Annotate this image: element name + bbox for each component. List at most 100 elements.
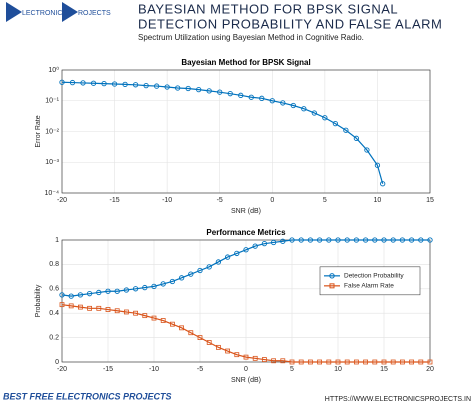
- marker: [243, 247, 249, 253]
- marker: [197, 335, 203, 341]
- x-tick-label: 0: [244, 366, 248, 373]
- marker: [353, 237, 360, 243]
- marker: [418, 237, 424, 243]
- x-axis-label: SNR (dB): [231, 208, 261, 215]
- marker: [399, 359, 405, 365]
- x-tick-label: 5: [323, 197, 327, 204]
- x-tick-label: -5: [217, 197, 223, 204]
- y-tick-label: 10⁻²: [45, 128, 59, 135]
- marker: [111, 81, 118, 87]
- y-tick-label: 10⁻¹: [45, 98, 59, 105]
- legend-marker: [329, 273, 335, 279]
- marker: [316, 237, 323, 243]
- x-tick-label: 0: [270, 197, 274, 204]
- x-tick-label: 5: [290, 366, 294, 373]
- marker: [77, 292, 84, 298]
- marker: [160, 281, 166, 287]
- marker: [196, 86, 202, 93]
- marker: [290, 102, 296, 109]
- marker: [133, 310, 139, 316]
- marker: [153, 83, 160, 89]
- marker: [69, 79, 76, 86]
- marker: [123, 287, 130, 293]
- marker: [374, 162, 381, 168]
- marker: [114, 288, 120, 294]
- marker: [185, 85, 191, 92]
- marker: [215, 259, 222, 265]
- legend-marker: [329, 283, 335, 289]
- marker: [90, 80, 97, 86]
- marker: [188, 330, 194, 336]
- page-title: DETECTION PROBABILITY AND FALSE ALARM: [138, 16, 442, 31]
- x-axis-label: SNR (dB): [231, 377, 261, 384]
- marker: [427, 359, 433, 365]
- legend-label: Detection Probability: [344, 273, 404, 280]
- marker: [178, 275, 185, 281]
- x-tick-label: -15: [110, 197, 120, 204]
- y-tick-label: 1: [55, 237, 59, 244]
- marker: [362, 237, 369, 243]
- marker: [105, 288, 111, 294]
- marker: [317, 359, 323, 365]
- x-tick-label: -5: [197, 366, 203, 373]
- y-tick-label: 0.6: [49, 286, 59, 293]
- marker: [298, 359, 304, 365]
- x-tick-label: -20: [57, 197, 67, 204]
- marker: [96, 289, 102, 296]
- axes-box: [61, 239, 431, 363]
- marker: [142, 313, 148, 319]
- marker: [169, 278, 176, 285]
- marker: [289, 359, 295, 365]
- marker: [353, 135, 360, 141]
- marker: [326, 359, 332, 365]
- marker: [224, 254, 231, 260]
- marker: [409, 359, 415, 365]
- y-axis-label: Error Rate: [35, 115, 42, 147]
- chart-title: Bayesian Method for BPSK Signal: [181, 58, 310, 67]
- footer-left: BEST FREE ELECTRONICS PROJECTS: [3, 391, 172, 401]
- marker: [122, 81, 128, 88]
- marker: [280, 238, 286, 244]
- marker: [143, 82, 149, 89]
- marker: [59, 292, 65, 298]
- marker: [372, 237, 378, 243]
- marker: [248, 94, 254, 100]
- marker: [160, 318, 166, 323]
- x-tick-label: -15: [103, 366, 113, 373]
- marker: [307, 237, 314, 243]
- marker: [105, 307, 111, 312]
- marker: [132, 286, 139, 292]
- marker: [289, 237, 295, 243]
- marker: [206, 264, 212, 270]
- y-tick-label: 10⁻⁴: [45, 190, 60, 197]
- marker: [217, 89, 223, 95]
- marker: [261, 241, 268, 247]
- x-tick-label: -20: [57, 366, 67, 373]
- marker: [363, 359, 369, 365]
- marker: [301, 106, 307, 112]
- marker: [252, 243, 258, 249]
- y-tick-label: 10⁻³: [45, 159, 59, 166]
- marker: [68, 303, 74, 309]
- marker: [343, 127, 349, 133]
- marker: [322, 115, 328, 121]
- marker: [234, 250, 240, 257]
- marker: [332, 121, 339, 127]
- marker: [280, 358, 286, 364]
- x-tick-label: 15: [426, 197, 434, 204]
- x-tick-label: 10: [374, 197, 382, 204]
- logo-mark: [6, 2, 22, 22]
- marker: [87, 305, 92, 311]
- marker: [243, 354, 249, 360]
- marker: [427, 237, 433, 243]
- marker: [78, 304, 83, 310]
- y-tick-label: 10⁰: [48, 66, 59, 74]
- y-tick-label: 0.8: [49, 261, 59, 268]
- marker: [381, 359, 387, 365]
- marker: [234, 352, 240, 358]
- marker: [179, 325, 185, 331]
- marker: [307, 359, 313, 365]
- marker: [68, 293, 74, 299]
- y-axis-label: Probability: [35, 284, 42, 317]
